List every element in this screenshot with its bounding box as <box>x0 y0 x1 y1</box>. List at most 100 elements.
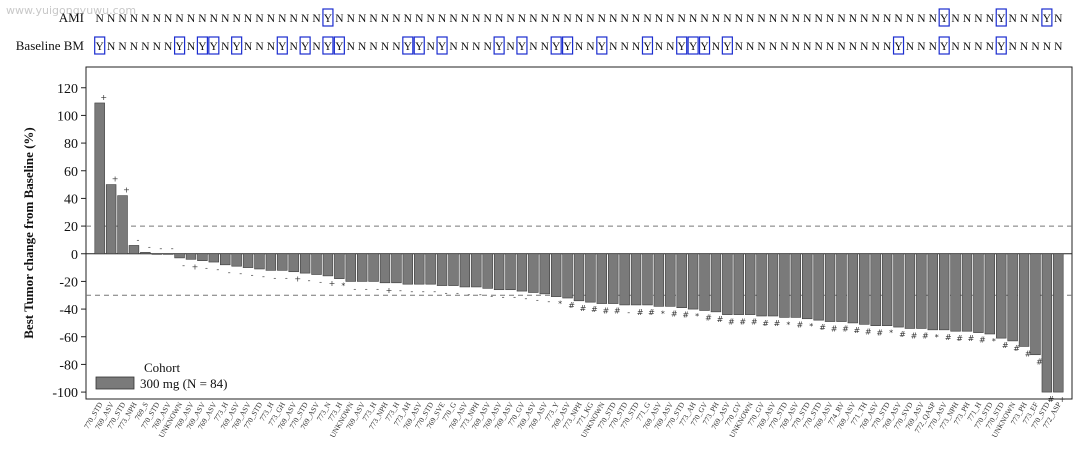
ami-flag: N <box>872 13 881 25</box>
baseline-bm-flag-highlight <box>322 36 334 55</box>
response-marker: - <box>467 290 470 299</box>
ami-flag: N <box>700 13 709 25</box>
ami-flag: N <box>620 13 629 25</box>
baseline-bm-flag: N <box>130 41 139 53</box>
ami-flag: N <box>563 13 572 25</box>
response-marker: * <box>695 312 699 321</box>
baseline-bm-flag-highlight <box>516 36 528 55</box>
x-axis: 770_STD769_ASV770_STD773_NPH769_S770_STD… <box>82 400 1063 439</box>
y-tick-label: -20 <box>59 275 78 290</box>
baseline-bm-flag-highlight <box>276 36 288 55</box>
ami-flag-highlight <box>938 8 950 27</box>
bar <box>185 253 197 260</box>
response-marker: - <box>536 295 539 304</box>
baseline-bm-flag: N <box>575 41 584 53</box>
response-marker: # <box>705 313 712 322</box>
response-marker: # <box>1002 341 1009 350</box>
y-tick-label: -100 <box>52 386 78 401</box>
ami-flag: N <box>837 13 846 25</box>
bar <box>162 253 174 255</box>
response-marker: # <box>956 334 963 343</box>
response-marker: # <box>648 308 655 317</box>
response-marker: - <box>273 273 276 282</box>
bar <box>950 253 961 332</box>
bar <box>482 253 493 289</box>
legend: Cohort 300 mg (N = 84) <box>95 360 228 391</box>
bar <box>722 253 733 315</box>
baseline-bm-flag-highlight <box>676 36 688 55</box>
response-marker: * <box>935 333 939 342</box>
bar <box>128 245 140 255</box>
response-marker: # <box>968 334 975 343</box>
baseline-bm-flag: N <box>814 41 823 53</box>
y-axis-label: Best Tumor change from Baseline (%) <box>21 127 36 339</box>
ami-flag: Y <box>997 13 1006 25</box>
response-marker: # <box>717 315 724 324</box>
bar <box>265 253 277 271</box>
bar <box>197 253 208 261</box>
response-marker: * <box>661 309 665 318</box>
response-marker: # <box>751 318 758 327</box>
y-tick-label: 40 <box>64 192 78 207</box>
bar <box>573 253 585 302</box>
response-marker: # <box>911 331 918 340</box>
bar <box>140 252 151 255</box>
baseline-bm-flag-highlight <box>402 36 414 55</box>
baseline-bm-flag: Y <box>404 41 413 53</box>
ami-flag: N <box>1031 13 1040 25</box>
response-marker: - <box>376 284 379 293</box>
response-marker: # <box>831 325 838 334</box>
bar <box>254 253 265 270</box>
bar <box>459 253 471 288</box>
bar <box>1018 253 1030 347</box>
bar <box>927 253 938 331</box>
bar <box>1007 253 1018 342</box>
response-marker: + <box>386 286 393 295</box>
ami-flag: N <box>643 13 652 25</box>
bar <box>836 253 847 322</box>
baseline-bm-flag: N <box>347 41 356 53</box>
bar <box>984 253 996 335</box>
ami-flag: N <box>267 13 276 25</box>
ami-flag: N <box>541 13 550 25</box>
ami-flag: Y <box>940 13 949 25</box>
bar <box>916 253 927 329</box>
bar <box>802 253 813 320</box>
ami-flag: N <box>689 13 698 25</box>
ami-flag: Y <box>1043 13 1052 25</box>
ami-flag: N <box>712 13 721 25</box>
bar <box>448 253 459 286</box>
bar <box>847 253 859 324</box>
ami-flag: N <box>107 13 116 25</box>
baseline-bm-flag: Y <box>415 41 424 53</box>
ami-flag: N <box>883 13 892 25</box>
response-marker: - <box>228 268 231 277</box>
ami-flag: N <box>655 13 664 25</box>
baseline-bm-flag-highlight <box>938 36 950 55</box>
baseline-bm-flag: Y <box>940 41 949 53</box>
baseline-bm-flag: N <box>529 41 538 53</box>
ami-flag: N <box>632 13 641 25</box>
response-marker: * <box>889 329 893 338</box>
baseline-bm-flag: Y <box>643 41 652 53</box>
bar <box>870 253 881 326</box>
response-marker: # <box>796 320 803 329</box>
response-marker: - <box>627 308 630 317</box>
baseline-bm-flag: N <box>586 41 595 53</box>
response-marker: # <box>728 318 735 327</box>
bar <box>220 253 231 266</box>
bar <box>471 253 482 288</box>
bar <box>893 253 904 328</box>
bar <box>996 253 1007 339</box>
ami-flag: N <box>278 13 287 25</box>
ami-flag: N <box>951 13 960 25</box>
bar <box>516 253 528 292</box>
baseline-bm-flag: N <box>312 41 321 53</box>
bar <box>231 253 242 267</box>
response-marker: - <box>136 235 139 244</box>
ami-flag: N <box>290 13 299 25</box>
response-marker: * <box>786 320 790 329</box>
response-marker: - <box>171 244 174 253</box>
